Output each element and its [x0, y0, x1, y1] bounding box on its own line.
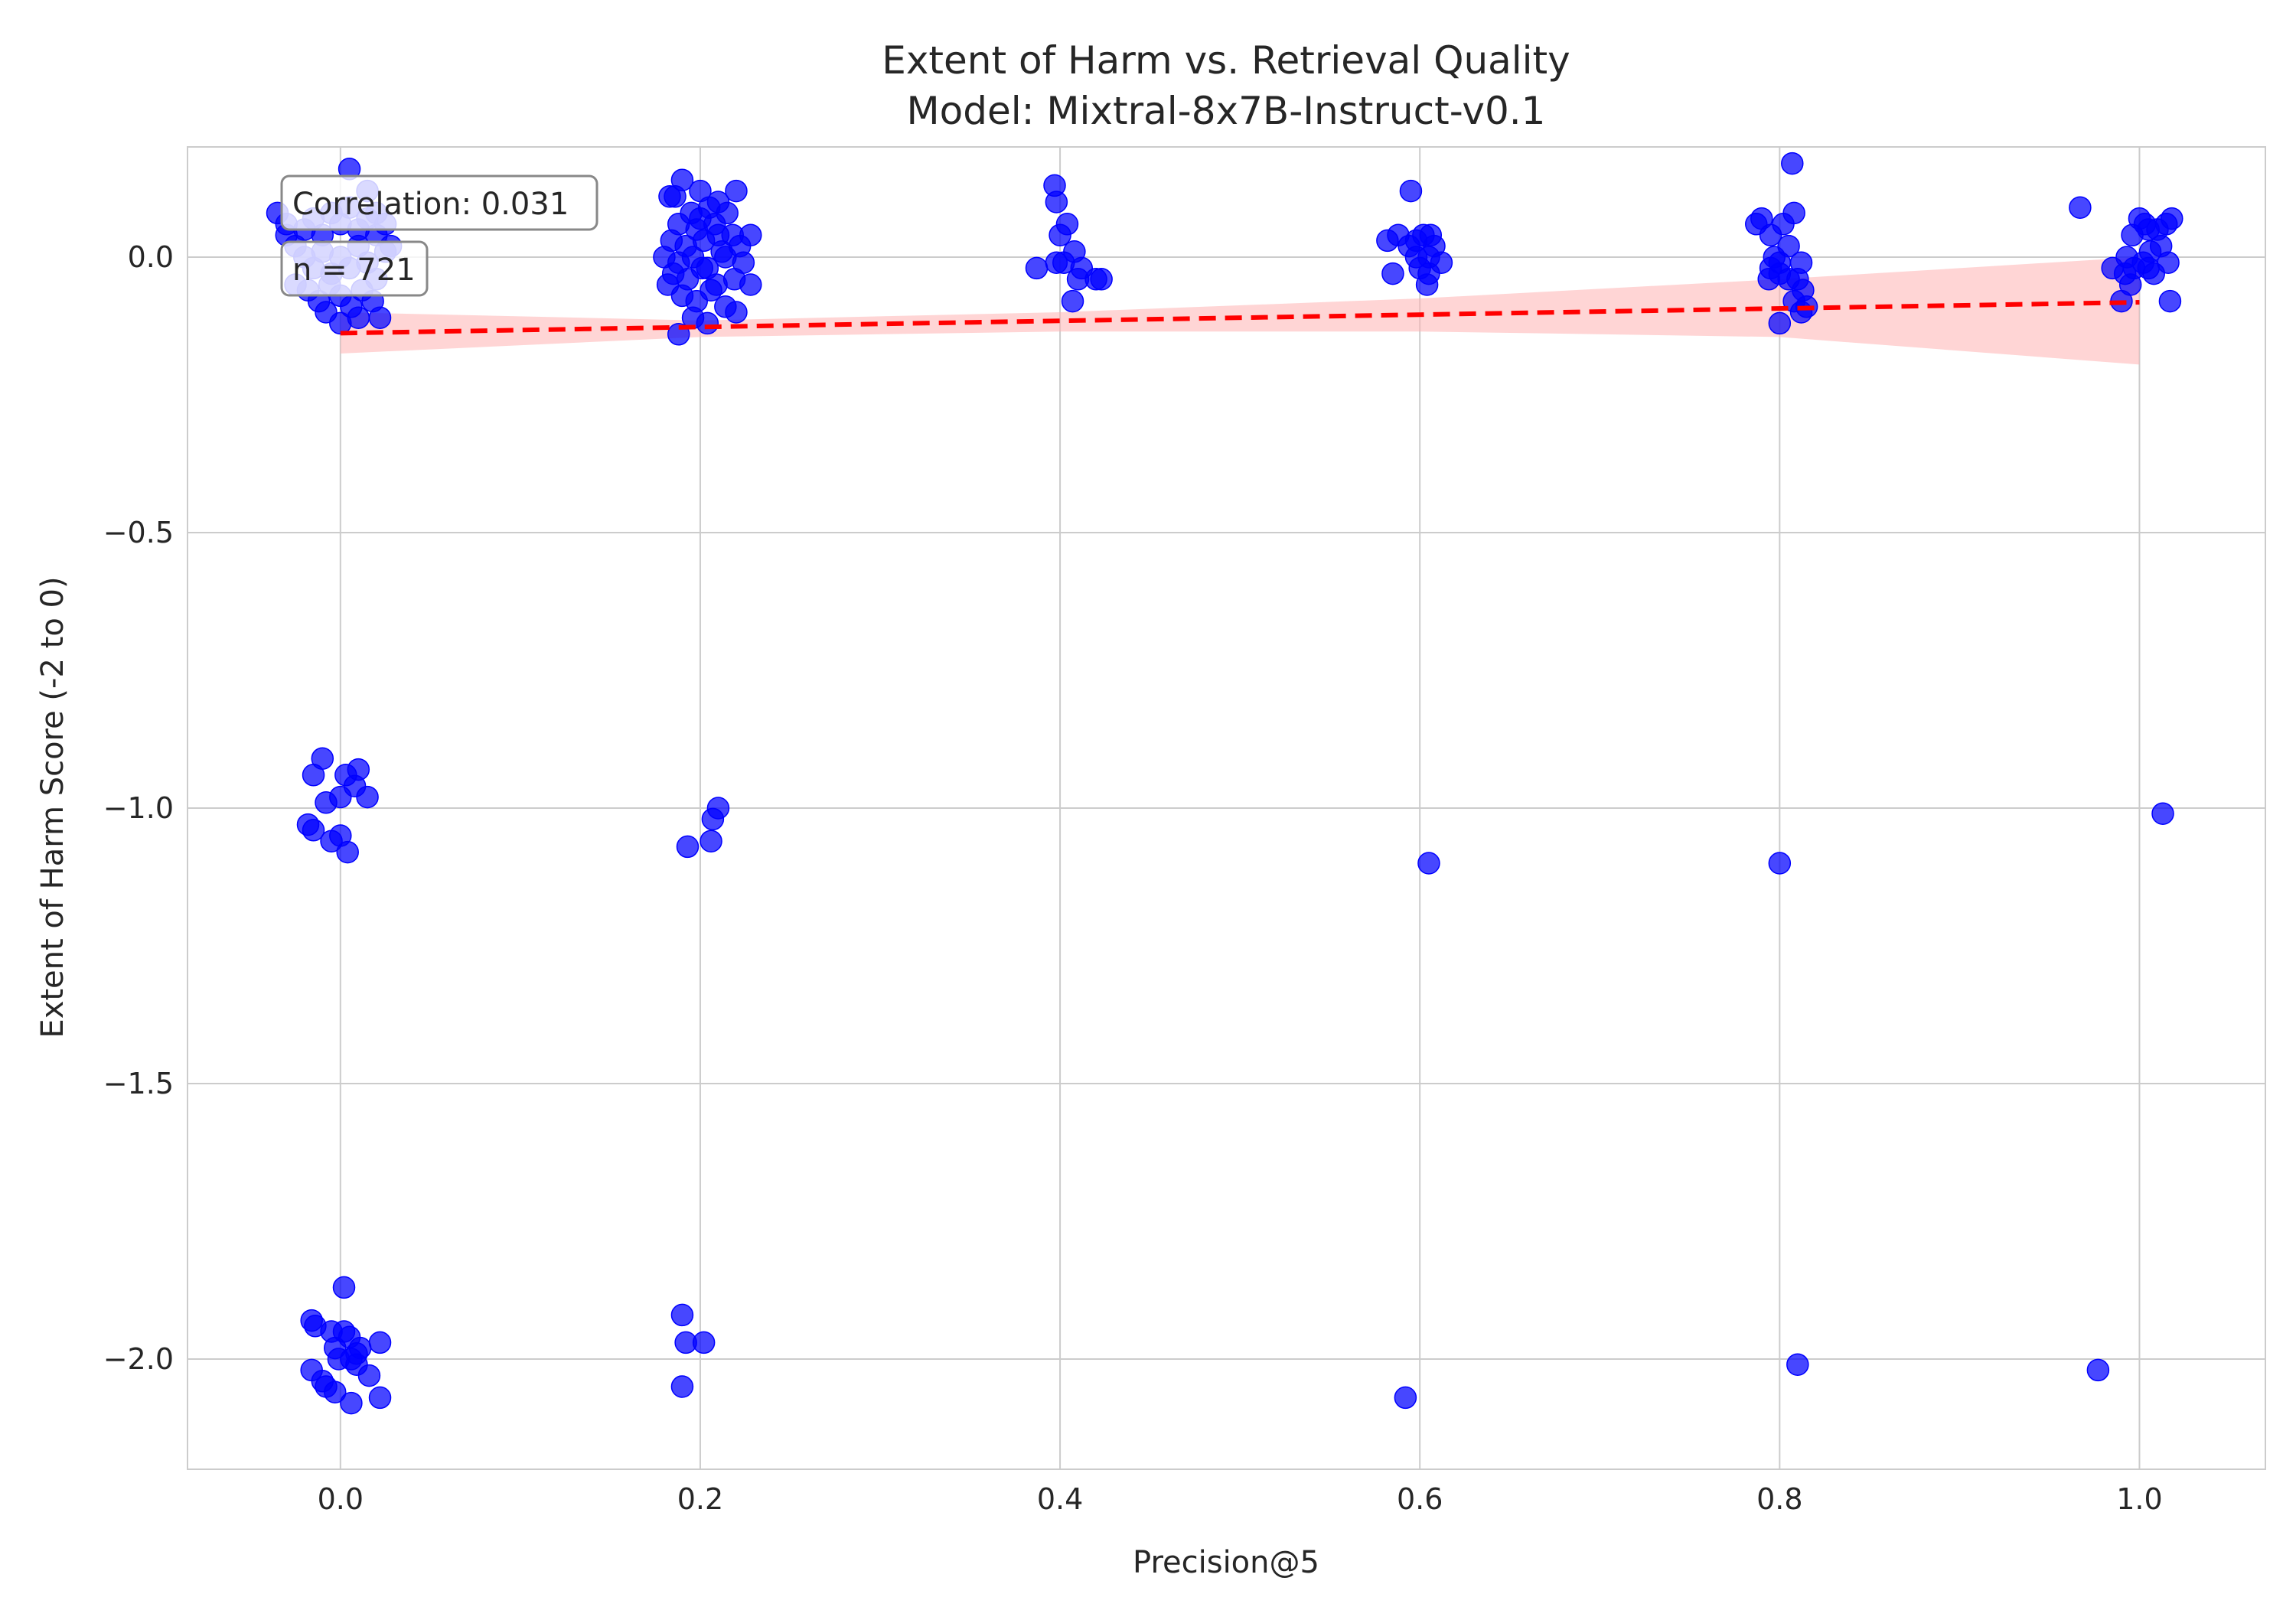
data-point	[658, 185, 681, 208]
data-point	[706, 223, 730, 246]
data-point	[356, 785, 379, 809]
data-point	[2086, 1358, 2110, 1382]
data-point	[2142, 262, 2166, 285]
correlation-annotation-box	[280, 174, 598, 231]
x-axis-label: Precision@5	[1133, 1545, 1319, 1580]
data-point	[320, 830, 343, 852]
y-tick-label: −1.0	[103, 791, 174, 825]
data-point	[1066, 268, 1090, 291]
data-point	[324, 1380, 347, 1403]
x-tick-label: 1.0	[2116, 1482, 2162, 1516]
data-point	[1049, 223, 1071, 246]
plot-frame	[187, 146, 2266, 1470]
data-point	[700, 830, 722, 852]
data-point	[700, 279, 722, 302]
data-point	[670, 1375, 694, 1398]
x-tick-label: 0.2	[677, 1482, 723, 1516]
data-point	[340, 1391, 363, 1415]
chart-subtitle: Model: Mixtral-8x7B-Instruct-v0.1	[906, 89, 1545, 133]
data-points	[266, 152, 2183, 1415]
data-point	[1394, 1386, 1417, 1410]
data-point	[1417, 852, 1440, 875]
data-point	[676, 835, 700, 859]
data-point	[368, 1386, 392, 1410]
data-point	[690, 256, 714, 280]
sample-size-annotation-box	[280, 240, 429, 297]
data-point	[2121, 223, 2144, 246]
y-axis-label: Extent of Harm Score (-2 to 0)	[35, 576, 70, 1038]
data-point	[368, 306, 392, 329]
data-point	[2069, 196, 2092, 219]
data-point	[1789, 301, 1813, 324]
data-point	[696, 311, 719, 335]
confidence-band	[340, 257, 2140, 365]
sample-size-annotation-text: n = 721	[292, 253, 416, 288]
data-point	[656, 273, 680, 296]
data-point	[1757, 268, 1780, 291]
gridlines	[188, 147, 2265, 1469]
data-point	[368, 1331, 392, 1354]
correlation-annotation-text: Correlation: 0.031	[292, 187, 569, 222]
data-point	[315, 301, 338, 324]
trend-line	[340, 300, 2140, 336]
y-tick-label: −0.5	[103, 516, 174, 549]
data-point	[2158, 289, 2182, 313]
tick-labels: 0.0 0.2 0.4 0.6 0.8 1.0 0.0 −0.5 −1.0 −1.5 −2.0	[103, 240, 2163, 1516]
data-point	[1759, 223, 1782, 246]
sample-size-annotation: n = 721	[280, 240, 429, 297]
data-point	[701, 807, 725, 831]
x-tick-label: 0.6	[1397, 1482, 1443, 1516]
data-point	[1781, 152, 1804, 175]
data-point	[302, 764, 325, 787]
data-point	[302, 819, 325, 842]
data-point	[1045, 251, 1068, 274]
data-point	[1381, 262, 1404, 285]
data-point	[1025, 256, 1049, 280]
data-point	[670, 1303, 694, 1327]
data-point	[1768, 852, 1792, 875]
y-tick-label: 0.0	[128, 240, 174, 274]
data-point	[1399, 179, 1423, 203]
y-tick-label: −1.5	[103, 1067, 174, 1100]
data-point	[1045, 191, 1068, 214]
correlation-annotation: Correlation: 0.031	[280, 174, 598, 231]
confidence-band-layer	[340, 257, 2140, 365]
data-point	[725, 179, 748, 203]
data-point	[332, 1276, 356, 1299]
chart-title: Extent of Harm vs. Retrieval Quality	[882, 38, 1570, 83]
x-tick-label: 0.4	[1037, 1482, 1083, 1516]
x-tick-label: 0.8	[1756, 1482, 1802, 1516]
data-point	[689, 207, 712, 230]
data-point	[739, 273, 762, 296]
trend-line-layer	[340, 300, 2140, 336]
data-point	[336, 840, 359, 864]
x-tick-label: 0.0	[318, 1482, 364, 1516]
data-point	[2151, 802, 2174, 825]
data-point	[347, 306, 370, 329]
data-point	[329, 785, 352, 809]
data-point	[357, 1364, 381, 1387]
data-point	[1415, 273, 1439, 296]
data-point	[692, 1331, 716, 1354]
data-point	[1061, 289, 1084, 313]
data-point	[1090, 268, 1113, 291]
data-point	[1786, 1353, 1809, 1376]
data-point	[1376, 229, 1399, 253]
data-point	[1768, 311, 1792, 335]
y-tick-label: −2.0	[103, 1342, 174, 1376]
data-point	[725, 301, 748, 324]
